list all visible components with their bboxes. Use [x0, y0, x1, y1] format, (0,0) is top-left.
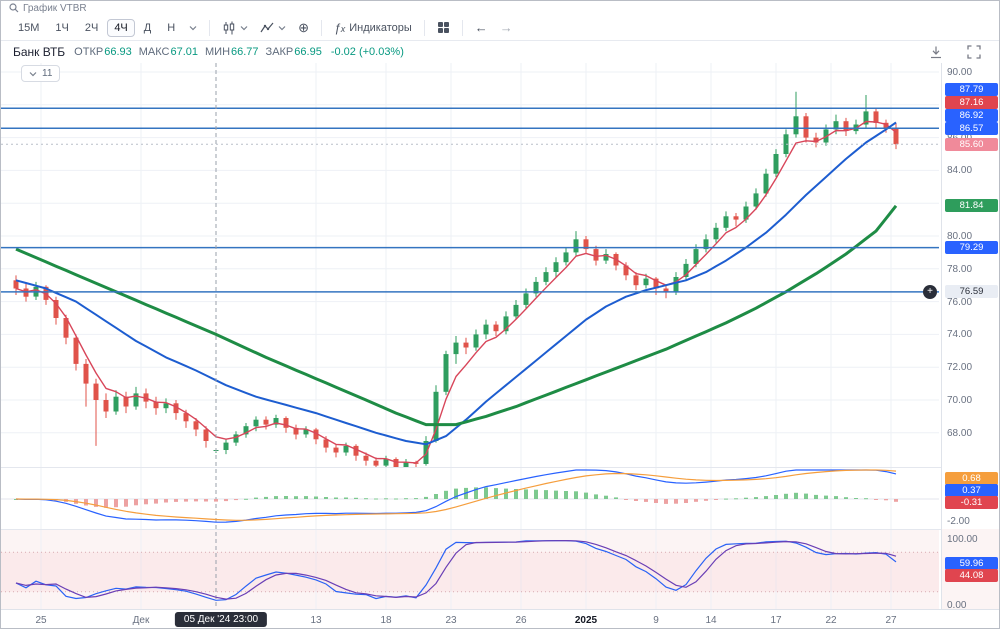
fx-icon: ƒx	[334, 20, 346, 35]
separator	[209, 19, 211, 36]
trend-line-icon	[260, 22, 274, 32]
fullscreen-icon[interactable]	[967, 45, 981, 59]
order-bubble-icon[interactable]: +	[923, 285, 937, 299]
time-label-27: 27	[885, 615, 897, 626]
ma-fast-line	[15, 120, 897, 464]
timeframe-1Ч[interactable]: 1Ч	[48, 19, 75, 37]
candles-layer	[13, 91, 899, 467]
price-badge-76.59: 76.59	[945, 285, 998, 299]
separator	[423, 19, 425, 36]
chevron-down-icon	[240, 25, 248, 30]
indicators-button[interactable]: ƒx Индикаторы	[329, 18, 417, 38]
price-tick-74.00: 74.00	[947, 329, 973, 341]
ohlc-field-МАКС: МАКС67.01	[138, 46, 198, 58]
main-toolbar: 15М 1Ч 2Ч 4Ч Д Н ⊕ ƒx Индикаторы ← →	[1, 15, 999, 41]
price-badge-0.68: 0.68	[945, 471, 998, 485]
price-badge-86.57: 86.57	[945, 121, 998, 135]
timeframe-4Ч[interactable]: 4Ч	[107, 18, 135, 37]
ohlc-field-МИН: МИН66.77	[205, 46, 259, 58]
compare-button[interactable]: ⊕	[293, 17, 314, 39]
ma-mid-line	[15, 121, 897, 446]
time-label-9: 9	[653, 615, 659, 626]
price-change: -0.02 (+0.03%)	[330, 46, 404, 58]
chart-action-icons	[929, 45, 981, 59]
price-badge-79.29: 79.29	[945, 241, 998, 255]
chart-canvas[interactable]	[1, 63, 941, 609]
price-tick-68.00: 68.00	[947, 427, 973, 439]
symbol-name[interactable]: Банк ВТБ	[13, 45, 66, 59]
macd-tick--2.00: -2.00	[947, 516, 970, 527]
chevron-down-icon	[29, 71, 37, 76]
timeframe-group: 15М 1Ч 2Ч 4Ч Д Н	[11, 18, 182, 37]
time-label-22: 22	[825, 615, 837, 626]
timeframe-Н[interactable]: Н	[160, 19, 182, 37]
timeframe-2Ч[interactable]: 2Ч	[78, 19, 105, 37]
time-label-25: 25	[35, 615, 47, 626]
drawing-tool-button[interactable]	[255, 18, 291, 38]
download-icon[interactable]	[929, 45, 943, 59]
chart-style-button[interactable]	[217, 18, 253, 38]
price-tick-72.00: 72.00	[947, 362, 973, 374]
macd-layer	[14, 469, 898, 523]
price-badge-81.84: 81.84	[945, 199, 998, 213]
time-label-17: 17	[770, 615, 782, 626]
price-badge-86.92: 86.92	[945, 108, 998, 122]
indicators-label: Индикаторы	[349, 21, 412, 34]
timeframe-menu-button[interactable]	[184, 22, 202, 34]
symbol-info-row: Банк ВТБ ОТКР66.93 МАКС67.01 МИН66.77 ЗАКР6…	[1, 41, 929, 63]
page-title-bar: График VTBR	[1, 1, 999, 15]
price-tick-90.00: 90.00	[947, 67, 973, 78]
separator	[461, 19, 463, 36]
pane-divider-macd[interactable]	[1, 467, 999, 468]
chevron-down-icon	[278, 25, 286, 30]
price-tick-78.00: 78.00	[947, 263, 973, 275]
time-label-13: 13	[310, 615, 322, 626]
time-label-23: 23	[445, 615, 457, 626]
grid-layer	[1, 63, 939, 609]
grid-icon	[437, 22, 449, 33]
time-label-18: 18	[380, 615, 392, 626]
time-label-26: 26	[515, 615, 527, 626]
ohlc-field-ОТКР: ОТКР66.93	[74, 46, 132, 58]
price-tick-76.00: 76.00	[947, 296, 973, 308]
redo-button[interactable]: →	[495, 17, 518, 38]
stoch-tick-0.00: 0.00	[947, 600, 967, 611]
price-tick-70.00: 70.00	[947, 395, 973, 406]
time-label-14: 14	[705, 615, 717, 626]
time-label-Дек: Дек	[132, 615, 150, 626]
price-badge--0.31: -0.31	[945, 495, 998, 509]
separator	[321, 19, 323, 36]
undo-button[interactable]: ←	[470, 17, 493, 38]
price-badge-0.37: 0.37	[945, 483, 998, 497]
price-badge-87.16: 87.16	[945, 95, 998, 109]
timeframe-Д[interactable]: Д	[137, 19, 158, 37]
price-badge-85.60: 85.60	[945, 137, 998, 151]
search-icon	[9, 3, 19, 13]
pane-divider-stoch[interactable]	[1, 529, 999, 530]
price-axis[interactable]: 90.0088.0086.0084.0082.0080.0078.0076.00…	[941, 63, 999, 611]
stoch-layer	[15, 539, 897, 601]
chevron-down-icon	[189, 25, 197, 30]
objects-count: 11	[42, 68, 53, 79]
layout-grid-button[interactable]	[432, 18, 455, 37]
price-badge-87.79: 87.79	[945, 82, 998, 96]
stoch-tick-100.00: 100.00	[947, 534, 978, 545]
level-lines[interactable]	[1, 107, 939, 293]
ma-slow-line	[15, 204, 898, 427]
price-badge-59.96: 59.96	[945, 557, 998, 571]
price-tick-80.00: 80.00	[947, 231, 973, 242]
candlestick-icon	[223, 21, 235, 34]
ohlc-fields: ОТКР66.93 МАКС67.01 МИН66.77 ЗАКР66.95	[74, 46, 322, 58]
crosshair-time-tooltip: 05 Дек '24 23:00	[174, 612, 268, 627]
price-badge-44.08: 44.08	[945, 569, 998, 583]
ohlc-field-ЗАКР: ЗАКР66.95	[265, 46, 322, 58]
timeframe-15М[interactable]: 15М	[11, 19, 46, 37]
page-title: График VTBR	[23, 2, 87, 14]
price-tick-84.00: 84.00	[947, 165, 973, 177]
objects-tree-button[interactable]: 11	[21, 65, 61, 82]
time-axis[interactable]: 25 Дек 13 18 23 26 2025 9 14 17 22 27 05 Дек '24 23:…	[1, 609, 999, 628]
time-label-2025: 2025	[574, 615, 598, 626]
